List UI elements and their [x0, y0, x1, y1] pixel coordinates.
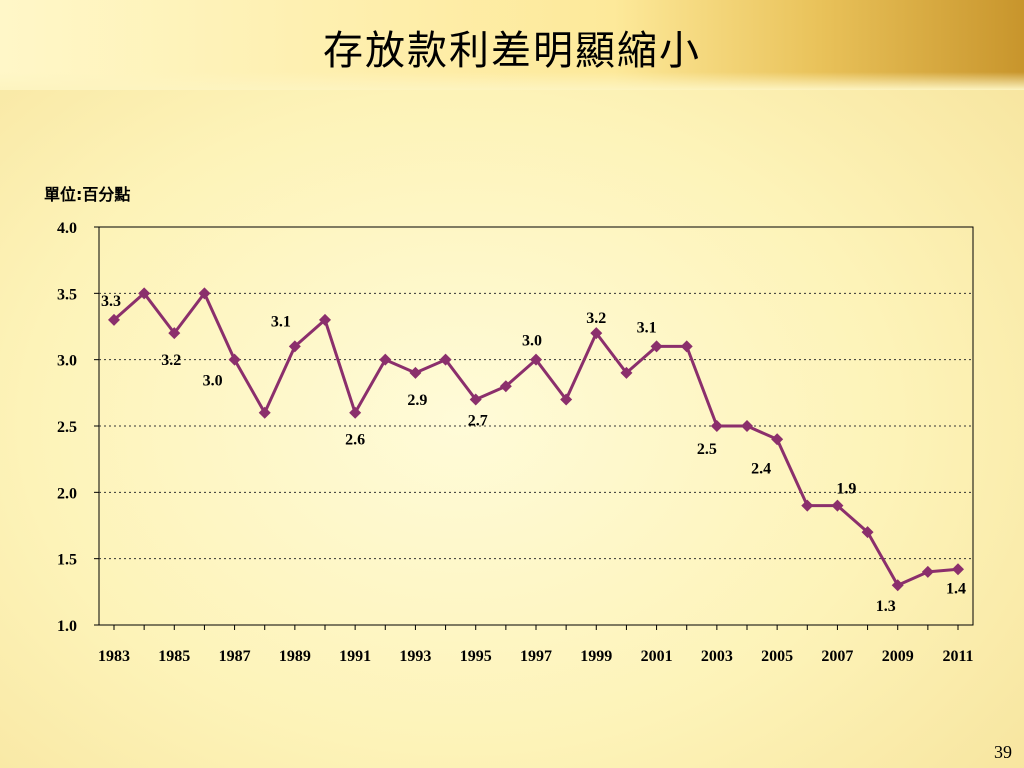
data-point [439, 353, 452, 366]
x-tick-label: 1991 [339, 648, 371, 665]
data-label: 2.7 [468, 412, 488, 429]
data-label: 3.0 [522, 333, 542, 350]
data-point [198, 287, 211, 300]
x-tick-label: 2001 [641, 648, 673, 665]
data-label: 3.1 [637, 319, 657, 336]
x-tick-label: 1983 [98, 648, 130, 665]
x-tick-label: 2009 [882, 648, 914, 665]
data-point [319, 313, 331, 326]
data-label: 3.2 [161, 352, 181, 369]
y-tick-label: 3.5 [57, 286, 77, 303]
data-label: 3.2 [586, 310, 606, 327]
y-tick-label: 1.0 [57, 618, 77, 635]
data-point [349, 406, 362, 419]
x-tick-label: 1995 [460, 648, 492, 665]
data-point [499, 380, 512, 393]
x-tick-label: 2003 [701, 648, 733, 665]
data-label: 2.4 [751, 460, 771, 477]
y-tick-label: 1.5 [57, 552, 77, 569]
data-label: 1.3 [876, 598, 896, 615]
data-label: 2.5 [697, 441, 717, 458]
data-point [590, 327, 603, 340]
data-point [741, 420, 753, 432]
data-point [108, 313, 120, 326]
slide-title: 存放款利差明顯縮小 [323, 28, 701, 74]
data-point [138, 287, 151, 300]
data-label: 1.4 [946, 580, 966, 597]
data-point [921, 565, 934, 578]
x-tick-label: 2005 [761, 648, 793, 665]
x-tick-label: 1999 [580, 648, 612, 665]
data-point [650, 340, 663, 353]
x-tick-label: 2011 [942, 648, 973, 665]
data-label: 2.9 [407, 392, 427, 409]
data-point [831, 499, 844, 512]
data-label: 1.9 [836, 481, 856, 498]
data-point [710, 420, 723, 432]
data-point [861, 526, 874, 539]
data-label: 3.1 [271, 313, 291, 330]
unit-label: 單位:百分點 [44, 185, 131, 204]
data-label: 3.3 [101, 293, 121, 310]
data-point [228, 353, 241, 366]
y-tick-label: 4.0 [57, 220, 77, 237]
data-point [680, 340, 693, 353]
data-point [379, 353, 392, 366]
y-tick-label: 2.5 [57, 419, 77, 436]
x-tick-label: 2007 [821, 648, 853, 665]
data-point [168, 327, 181, 340]
data-point [620, 366, 633, 379]
data-point [801, 499, 814, 512]
data-label: 2.6 [345, 432, 365, 449]
data-point [288, 340, 301, 353]
page-number: 39 [994, 742, 1012, 762]
x-tick-label: 1997 [520, 648, 552, 665]
data-point [409, 366, 422, 379]
y-tick-label: 3.0 [57, 353, 77, 370]
y-tick-label: 2.0 [57, 485, 77, 502]
data-point [560, 393, 573, 406]
data-point [469, 393, 482, 406]
x-tick-label: 1987 [219, 648, 251, 665]
x-tick-label: 1989 [279, 648, 311, 665]
title-band [0, 0, 1024, 90]
x-tick-label: 1993 [399, 648, 431, 665]
data-label: 3.0 [203, 373, 223, 390]
data-point [258, 406, 271, 419]
data-point [891, 579, 904, 592]
data-point [530, 353, 542, 366]
data-point [952, 563, 964, 576]
data-point [771, 433, 784, 446]
x-tick-label: 1985 [158, 648, 190, 665]
